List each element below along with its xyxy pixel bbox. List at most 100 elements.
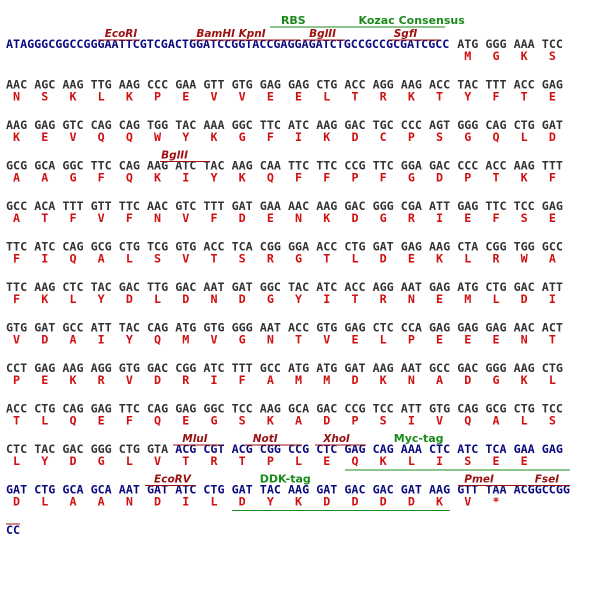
codon: TTC [260, 118, 281, 132]
amino-acid: F [239, 373, 246, 387]
codon: GCA [62, 483, 83, 497]
amino-acid: A [436, 373, 443, 387]
codon: GCG [485, 402, 506, 416]
amino-acid: V [436, 414, 443, 428]
amino-acid: Y [210, 171, 217, 185]
amino-acid: D [126, 292, 133, 306]
codon: GGC [260, 280, 281, 294]
codon: GAC [147, 361, 168, 375]
amino-acid: D [182, 292, 189, 306]
amino-acid: V [13, 333, 20, 347]
amino-acid: Y [464, 90, 471, 104]
amino-acid: Q [351, 454, 358, 468]
amino-acid: D [380, 252, 387, 266]
codon: TCC [514, 199, 535, 213]
codon: CTG [514, 402, 535, 416]
amino-acid: I [408, 414, 415, 428]
codon: GAG [260, 78, 281, 92]
amino-acid: V [464, 495, 471, 509]
amino-acid: T [323, 252, 330, 266]
amino-acid: L [351, 252, 358, 266]
codon: TAC [175, 118, 196, 132]
codon: GAG [485, 321, 506, 335]
amino-acid: E [295, 90, 302, 104]
codon: GGG [485, 361, 506, 375]
amino-acid: G [267, 292, 274, 306]
codon: GTA [147, 442, 168, 456]
amino-acid: K [69, 90, 76, 104]
amino-acid: S [549, 49, 556, 63]
amino-acid: K [323, 211, 330, 225]
codon: CAG [119, 118, 140, 132]
amino-acid: Q [154, 333, 161, 347]
codon: TTC [6, 280, 27, 294]
amino-acid: P [408, 333, 415, 347]
codon: ATC [34, 240, 55, 254]
amino-acid: S [549, 414, 556, 428]
codon: TTC [119, 402, 140, 416]
amino-acid: E [549, 90, 556, 104]
amino-acid: N [154, 211, 161, 225]
codon: GAT [373, 240, 394, 254]
amino-acid: T [41, 211, 48, 225]
codon: GAC [62, 442, 83, 456]
codon: GGA [401, 159, 422, 173]
codon: GAA [260, 199, 281, 213]
amino-acid: D [69, 454, 76, 468]
codon: CCC [147, 78, 168, 92]
codon: GAA [175, 78, 196, 92]
codon: AAG [62, 361, 83, 375]
amino-acid: * [492, 495, 499, 509]
codon: ACT [542, 321, 563, 335]
amino-acid: Y [267, 495, 274, 509]
codon: GGC [203, 402, 224, 416]
amino-acid: T [436, 90, 443, 104]
amino-acid: G [492, 49, 499, 63]
amino-acid: Q [69, 252, 76, 266]
codon: CTG [316, 78, 337, 92]
amino-acid: C [380, 130, 387, 144]
amino-acid: L [408, 454, 415, 468]
amino-acid: D [408, 495, 415, 509]
restriction-site: BglII [161, 150, 188, 162]
tag-label: DDK-tag [260, 473, 311, 486]
amino-acid: D [351, 373, 358, 387]
amino-acid: K [41, 292, 48, 306]
amino-acid: A [41, 171, 48, 185]
codon: CTG [119, 240, 140, 254]
amino-acid: Y [182, 130, 189, 144]
amino-acid: G [295, 252, 302, 266]
amino-acid: N [408, 373, 415, 387]
codon: ATG [288, 361, 309, 375]
amino-acid: P [408, 130, 415, 144]
amino-acid: I [436, 211, 443, 225]
amino-acid: V [69, 130, 76, 144]
amino-acid: N [295, 211, 302, 225]
amino-acid: T [351, 90, 358, 104]
amino-acid: L [41, 495, 48, 509]
amino-acid: A [295, 414, 302, 428]
codon: TAC [260, 483, 281, 497]
amino-acid: F [323, 171, 330, 185]
codon: AAT [401, 280, 422, 294]
amino-acid: T [182, 454, 189, 468]
amino-acid: V [182, 211, 189, 225]
amino-acid: Q [126, 130, 133, 144]
codon: ATG [457, 280, 478, 294]
codon: TTC [288, 159, 309, 173]
codon: AAT [119, 483, 140, 497]
codon: ATC [203, 361, 224, 375]
codon: GAG [91, 402, 112, 416]
amino-acid: D [351, 211, 358, 225]
amino-acid: N [521, 333, 528, 347]
amino-acid: L [464, 252, 471, 266]
tag-label: RBS [281, 14, 306, 27]
codon: TAC [91, 280, 112, 294]
codon: GAT [401, 483, 422, 497]
amino-acid: R [380, 292, 388, 306]
codon: TAC [288, 280, 309, 294]
amino-acid: S [521, 211, 528, 225]
codon: GTG [119, 361, 140, 375]
codon: GTG [429, 402, 450, 416]
amino-acid: K [521, 49, 528, 63]
